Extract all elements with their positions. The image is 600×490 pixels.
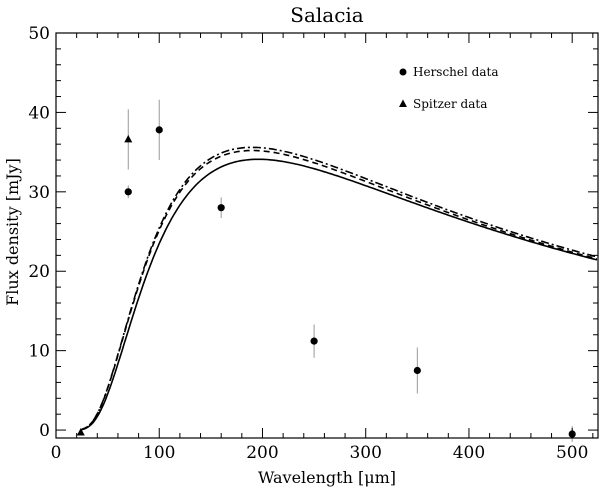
x-tick-label: 100: [143, 443, 175, 463]
herschel-point: [413, 366, 421, 375]
spitzer-point: [124, 134, 133, 143]
model-curve-dashed: [80, 149, 598, 431]
x-tick-label: 200: [246, 443, 278, 463]
spitzer-point: [76, 427, 85, 436]
herschel-point: [217, 204, 225, 212]
legend: Herschel data Spitzer data: [399, 65, 498, 111]
model-curves: [80, 146, 598, 431]
legend-label: Spitzer data: [413, 97, 487, 111]
x-tick-label: 400: [453, 443, 485, 463]
y-tick-label: 50: [28, 24, 50, 44]
plot-frame: [55, 32, 599, 439]
y-tick-label: 40: [28, 103, 50, 123]
herschel-point: [310, 337, 318, 345]
herschel-point: [124, 188, 132, 196]
y-tick-label: 0: [39, 421, 50, 441]
herschel-point: [155, 126, 163, 134]
y-tick-label: 10: [28, 342, 50, 362]
x-tick-label: 0: [51, 443, 62, 463]
legend-label: Herschel data: [413, 65, 498, 79]
axes: 0 100 200 300 400 500 0 10 20 30 40 50: [28, 24, 599, 463]
data-points: [76, 99, 576, 442]
legend-marker-herschel: [399, 68, 407, 76]
y-tick-label: 20: [28, 262, 50, 282]
model-curve-dash-dot: [80, 146, 598, 431]
x-axis-title: Wavelength [μm]: [258, 468, 396, 487]
y-tick-label: 30: [28, 183, 50, 203]
y-axis-title: Flux density [mJy]: [3, 158, 22, 306]
model-curve-solid: [80, 158, 598, 431]
x-tick-label: 300: [349, 443, 381, 463]
chart-title: Salacia: [290, 3, 364, 27]
x-tick-label: 500: [556, 443, 588, 463]
legend-marker-spitzer: [399, 99, 407, 107]
